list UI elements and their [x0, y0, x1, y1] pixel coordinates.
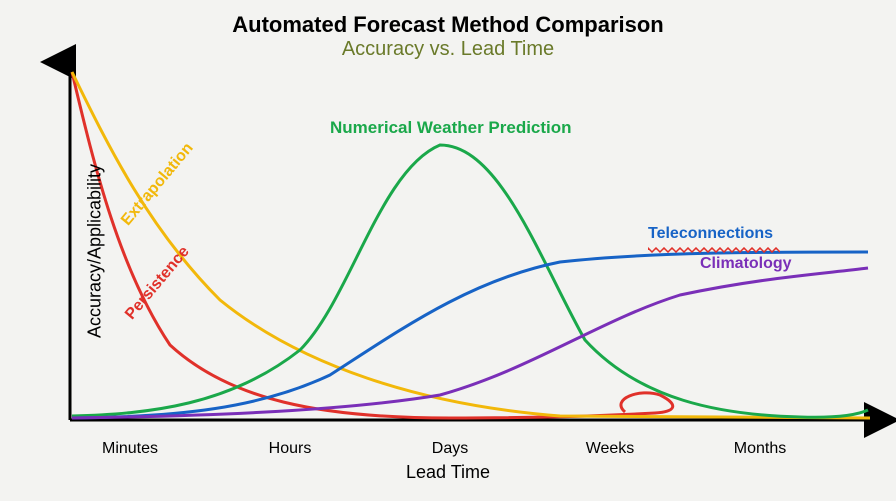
xtick-minutes: Minutes	[102, 440, 158, 458]
label-climatology: Climatology	[700, 255, 792, 273]
x-axis-label: Lead Time	[0, 462, 896, 483]
label-nwp: Numerical Weather Prediction	[330, 118, 572, 138]
y-axis-label: Accuracy/Applicability	[85, 163, 106, 337]
series-teleconnections	[72, 252, 868, 418]
xtick-weeks: Weeks	[586, 440, 635, 458]
chart-container: Automated Forecast Method Comparison Acc…	[0, 0, 896, 501]
spellcheck-squiggle	[648, 247, 780, 253]
label-teleconnections: Teleconnections	[648, 225, 773, 243]
xtick-days: Days	[432, 440, 468, 458]
xtick-hours: Hours	[269, 440, 312, 458]
xtick-months: Months	[734, 440, 786, 458]
